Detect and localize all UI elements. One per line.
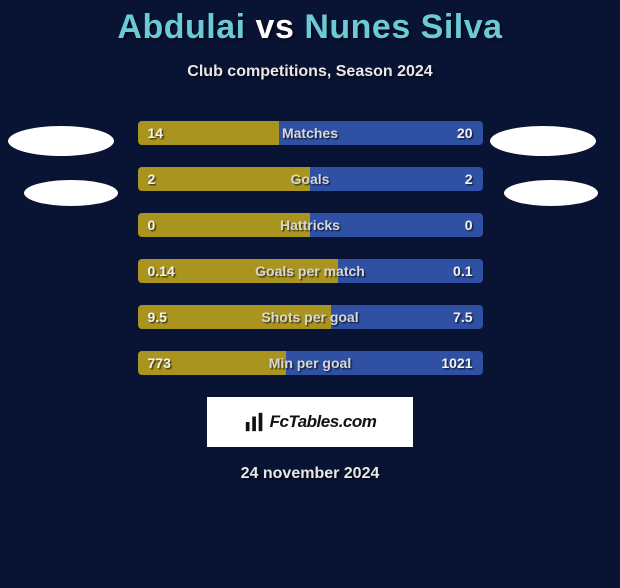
stat-label: Goals: [138, 167, 483, 191]
stat-row: 7731021Min per goal: [138, 351, 483, 375]
stats-comparison: 1420Matches 22Goals 00Hattricks 0.140.1Goal…: [138, 121, 483, 375]
badge-placeholder-oval: [24, 180, 118, 206]
brand-chart-icon: [244, 411, 266, 433]
stat-row: 0.140.1Goals per match: [138, 259, 483, 283]
footer-date: 24 november 2024: [0, 465, 620, 483]
stat-label: Goals per match: [138, 259, 483, 283]
stat-label: Shots per goal: [138, 305, 483, 329]
stat-row: 22Goals: [138, 167, 483, 191]
title-player-left: Abdulai: [117, 8, 245, 46]
stat-row: 00Hattricks: [138, 213, 483, 237]
title-player-right: Nunes Silva: [304, 8, 502, 46]
stat-label: Hattricks: [138, 213, 483, 237]
badge-placeholder-oval: [8, 126, 114, 156]
page-title: Abdulai vs Nunes Silva: [0, 8, 620, 47]
subtitle: Club competitions, Season 2024: [0, 63, 620, 81]
badge-placeholder-oval: [490, 126, 596, 156]
badge-placeholder-oval: [504, 180, 598, 206]
stat-label: Min per goal: [138, 351, 483, 375]
brand-text: FcTables.com: [270, 412, 377, 432]
stat-row: 1420Matches: [138, 121, 483, 145]
stat-row: 9.57.5Shots per goal: [138, 305, 483, 329]
stat-label: Matches: [138, 121, 483, 145]
title-vs: vs: [256, 8, 295, 46]
brand-attribution: FcTables.com: [207, 397, 413, 447]
